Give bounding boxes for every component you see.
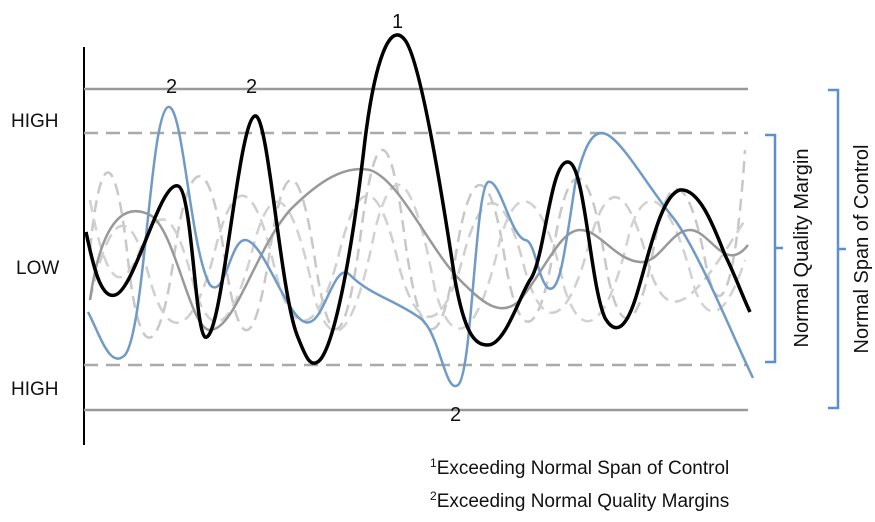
low-label: LOW bbox=[16, 258, 59, 279]
span-of-control-label: Normal Span of Control bbox=[851, 145, 873, 354]
dashed-wave-2 bbox=[88, 194, 747, 325]
span-of-control-bracket bbox=[828, 88, 846, 410]
margin-exceed-marker-a: 2 bbox=[166, 76, 177, 98]
blue-series-line bbox=[86, 105, 755, 388]
footnote-mark: 2 bbox=[430, 489, 437, 503]
footnote-span-of-control: 1Exceeding Normal Span of Control bbox=[430, 456, 729, 480]
margin-exceed-marker-c: 2 bbox=[450, 404, 461, 426]
high-label-bottom: HIGH bbox=[11, 379, 59, 400]
quality-margin-label: Normal Quality Margin bbox=[791, 149, 813, 348]
high-label-top: HIGH bbox=[11, 111, 59, 132]
footnote-mark: 1 bbox=[430, 456, 437, 470]
footnote-text: Exceeding Normal Span of Control bbox=[436, 458, 730, 479]
span-exceed-marker: 1 bbox=[392, 11, 403, 33]
dashed-wave-1 bbox=[88, 149, 747, 339]
margin-exceed-marker-b: 2 bbox=[246, 76, 257, 98]
footnote-quality-margins: 2Exceeding Normal Quality Margins bbox=[430, 489, 729, 513]
quality-margin-bracket bbox=[765, 133, 783, 364]
footnote-text: Exceeding Normal Quality Margins bbox=[436, 491, 730, 512]
black-series-line bbox=[84, 33, 752, 365]
